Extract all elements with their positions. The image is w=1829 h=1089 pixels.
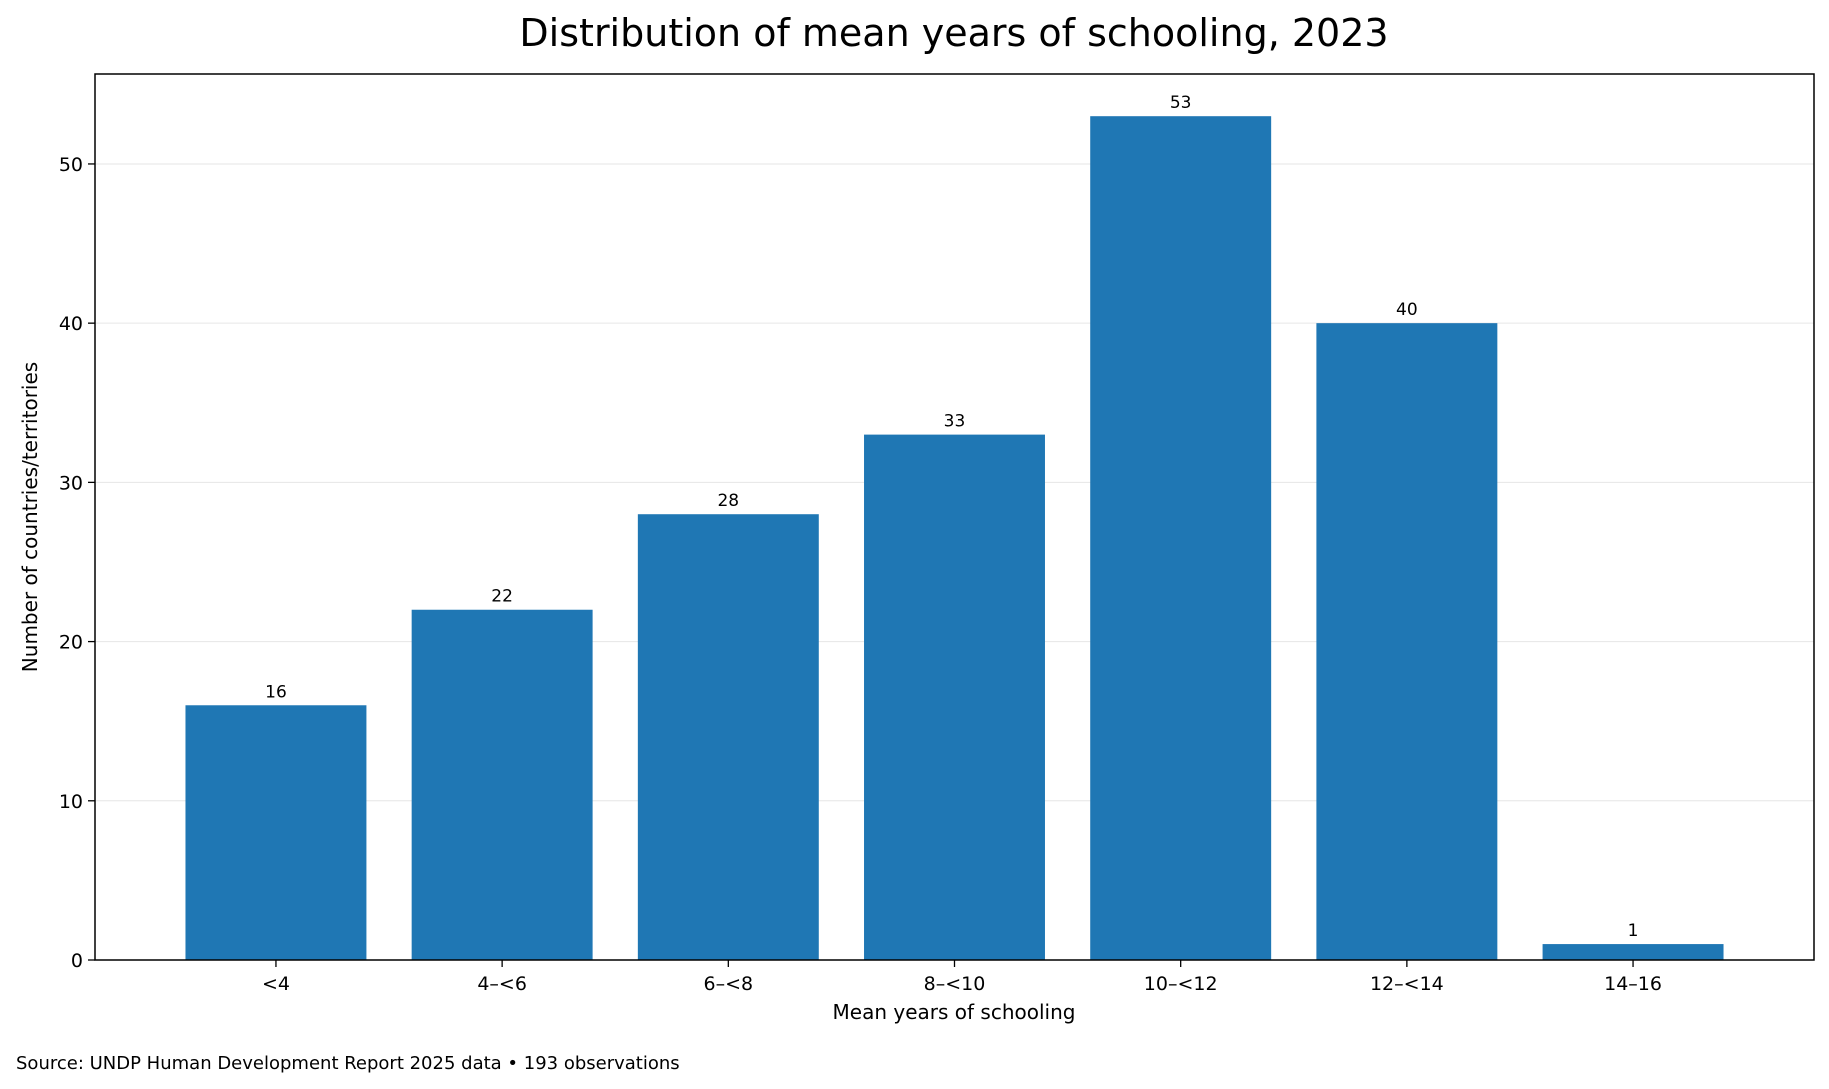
bar-value-label: 53 — [1170, 93, 1192, 113]
bar — [1316, 323, 1498, 961]
x-tick-label: 4–<6 — [477, 973, 527, 995]
y-tick-label: 20 — [59, 632, 83, 654]
x-tick-label: 8–<10 — [924, 973, 986, 995]
x-axis-label: Mean years of schooling — [833, 1000, 1076, 1024]
y-tick-label: 30 — [59, 472, 83, 494]
bar — [1542, 944, 1724, 960]
bar-value-label: 33 — [944, 412, 966, 432]
bar-value-label: 22 — [491, 587, 513, 607]
x-tick-label: 14–16 — [1604, 973, 1662, 995]
y-tick-label: 40 — [59, 313, 83, 335]
bar — [637, 514, 819, 960]
source-note: Source: UNDP Human Development Report 20… — [16, 1053, 680, 1074]
bar-labels: 16 22 28 33 53 40 1 — [265, 93, 1638, 941]
bar-value-label: 1 — [1628, 921, 1639, 941]
bar — [1090, 116, 1272, 960]
bar-value-label: 28 — [717, 491, 739, 511]
y-axis: 0 10 20 30 40 50 — [59, 154, 95, 972]
y-tick-label: 10 — [59, 791, 83, 813]
y-tick-label: 50 — [59, 154, 83, 176]
bar — [411, 609, 593, 960]
x-axis: <4 4–<6 6–<8 8–<10 10–<12 12–<14 14–16 — [262, 960, 1662, 995]
x-tick-label: 6–<8 — [704, 973, 754, 995]
y-tick-label: 0 — [71, 950, 83, 972]
bar-value-label: 16 — [265, 682, 287, 702]
bar-value-label: 40 — [1396, 300, 1418, 320]
x-tick-label: 10–<12 — [1144, 973, 1218, 995]
bar — [185, 705, 367, 960]
chart-title: Distribution of mean years of schooling,… — [519, 11, 1388, 55]
x-tick-label: 12–<14 — [1370, 973, 1444, 995]
x-tick-label: <4 — [262, 973, 290, 995]
y-axis-label: Number of countries/territories — [18, 362, 42, 672]
bar — [864, 434, 1045, 961]
bars — [185, 116, 1724, 961]
